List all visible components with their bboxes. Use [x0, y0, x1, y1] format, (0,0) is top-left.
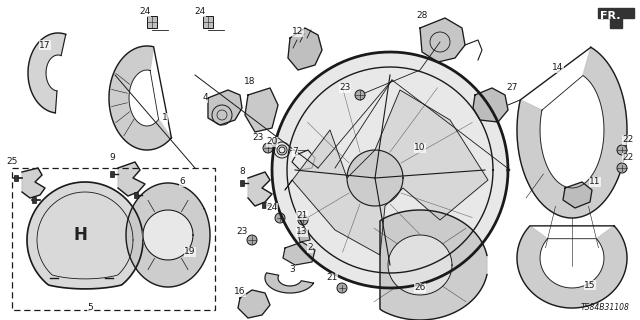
Text: 26: 26 [414, 284, 426, 292]
Polygon shape [380, 210, 487, 320]
Text: 28: 28 [416, 11, 428, 20]
Polygon shape [22, 168, 45, 198]
Polygon shape [27, 182, 143, 289]
Bar [240, 180, 244, 186]
Circle shape [298, 215, 308, 225]
Text: 12: 12 [292, 28, 304, 36]
Polygon shape [285, 90, 488, 255]
Polygon shape [347, 150, 403, 206]
Text: 22: 22 [622, 135, 634, 145]
Polygon shape [208, 90, 242, 125]
Polygon shape [238, 290, 270, 318]
Polygon shape [118, 162, 145, 196]
Text: 21: 21 [326, 274, 338, 283]
Text: 20: 20 [266, 138, 278, 147]
Text: H: H [73, 226, 87, 244]
Circle shape [275, 213, 285, 223]
Text: 4: 4 [202, 93, 208, 102]
Text: FR.: FR. [600, 11, 621, 21]
Text: 3: 3 [289, 266, 295, 275]
Bar [203, 16, 213, 28]
Circle shape [247, 235, 257, 245]
Text: 6: 6 [179, 178, 185, 187]
Polygon shape [28, 33, 66, 113]
Text: 24: 24 [195, 7, 205, 17]
Polygon shape [143, 210, 193, 260]
Circle shape [355, 90, 365, 100]
Text: 1: 1 [162, 114, 168, 123]
Text: 25: 25 [6, 157, 18, 166]
Text: 18: 18 [244, 77, 256, 86]
Text: 23: 23 [339, 84, 351, 92]
Circle shape [617, 163, 627, 173]
Circle shape [617, 145, 627, 155]
Polygon shape [292, 150, 315, 170]
Text: 24: 24 [266, 204, 278, 212]
Polygon shape [288, 28, 322, 70]
Circle shape [263, 143, 273, 153]
Text: 2: 2 [307, 244, 313, 252]
Polygon shape [298, 230, 310, 242]
Text: 14: 14 [552, 63, 564, 73]
Text: TS84B31108: TS84B31108 [581, 303, 630, 312]
Polygon shape [563, 182, 592, 208]
Bar [134, 192, 138, 198]
Circle shape [337, 283, 347, 293]
Polygon shape [283, 242, 315, 265]
Text: 5: 5 [87, 303, 93, 313]
Bar [110, 171, 114, 177]
Polygon shape [109, 46, 172, 150]
Text: 15: 15 [584, 281, 596, 290]
Text: 23: 23 [252, 133, 264, 142]
Text: 11: 11 [589, 178, 601, 187]
Polygon shape [420, 18, 465, 62]
Polygon shape [473, 88, 508, 122]
Text: 27: 27 [506, 84, 518, 92]
Bar [262, 202, 266, 208]
Text: 10: 10 [414, 143, 426, 153]
Text: 23: 23 [236, 228, 248, 236]
Polygon shape [248, 172, 272, 206]
Text: 17: 17 [39, 41, 51, 50]
Polygon shape [517, 226, 627, 308]
Polygon shape [598, 8, 634, 28]
Polygon shape [265, 273, 314, 293]
Text: 24: 24 [140, 7, 150, 17]
Text: 16: 16 [234, 287, 246, 297]
Polygon shape [126, 183, 210, 287]
Polygon shape [245, 88, 278, 132]
Text: 13: 13 [296, 228, 308, 236]
Text: 7: 7 [292, 148, 298, 156]
Bar [12, 168, 215, 310]
Text: 21: 21 [296, 211, 308, 220]
Bar [32, 197, 36, 203]
Text: 9: 9 [109, 154, 115, 163]
Text: 22: 22 [622, 154, 634, 163]
Polygon shape [517, 47, 627, 218]
Bar [147, 16, 157, 28]
Polygon shape [388, 235, 452, 295]
Text: 8: 8 [239, 167, 245, 177]
Polygon shape [272, 52, 508, 288]
Bar [14, 175, 18, 181]
Text: 19: 19 [184, 247, 196, 257]
